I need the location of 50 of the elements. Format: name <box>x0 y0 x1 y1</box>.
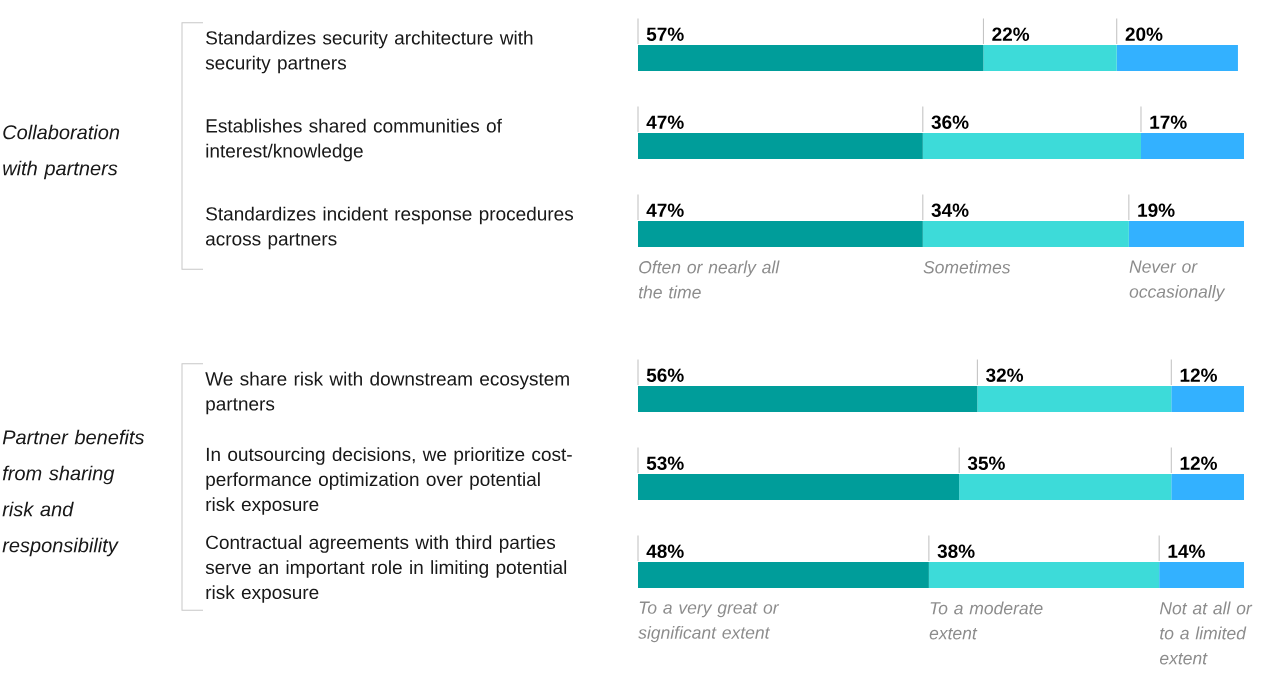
y-tick-label: Standardizes incident response procedures across partners <box>206 206 574 250</box>
data-label: 57% <box>646 27 684 41</box>
data-label: 12% <box>1180 456 1217 470</box>
bar <box>922 133 1141 159</box>
bar <box>977 386 1172 412</box>
y-tick-label: Standardizes security architecture with security partners <box>205 30 533 74</box>
series-label: To a very great or significant extent <box>638 601 780 643</box>
data-label: 56% <box>646 368 684 382</box>
series-label: To a moderate extent <box>929 601 1043 640</box>
bar <box>1171 386 1245 412</box>
series-label: Never or occasionally <box>1129 260 1226 302</box>
y-tick-label: Contractual agreements with third parties serve an important role in limiting potential risk exposure <box>205 535 567 603</box>
bar <box>959 474 1172 500</box>
bar <box>638 562 929 588</box>
series-label: Not at all or to a limited extent <box>1159 601 1253 665</box>
data-label: 34% <box>931 203 969 217</box>
bar <box>1171 474 1245 500</box>
bar <box>1116 45 1238 71</box>
text: Partner benefits from sharing risk and responsibility <box>2 429 145 557</box>
data-label: 47% <box>646 115 684 129</box>
bar <box>928 562 1160 588</box>
bar <box>1159 562 1245 588</box>
bar <box>1140 133 1245 159</box>
data-label: 36% <box>931 115 969 129</box>
y-tick-label: In outsourcing decisions, we prioritize cost-performance optimization over potential risk exposure <box>206 447 572 515</box>
bar <box>638 133 923 159</box>
bar <box>983 45 1117 71</box>
series-label: Often or nearly all the time <box>639 260 780 299</box>
data-label: 12% <box>1180 368 1217 382</box>
data-label: 35% <box>967 456 1005 470</box>
y-tick-label: We share risk with downstream ecosystem partners <box>205 371 569 415</box>
data-label: 20% <box>1125 27 1163 41</box>
y-tick-label: Establishes shared communities of interest/knowledge <box>206 118 502 162</box>
data-label: 22% <box>992 27 1030 41</box>
data-label: 47% <box>646 203 684 217</box>
text: Collaboration with partners <box>3 124 120 180</box>
data-label: 53% <box>646 456 684 470</box>
bar <box>922 221 1129 247</box>
data-label: 19% <box>1138 203 1175 217</box>
bar <box>638 386 978 412</box>
data-label: 32% <box>986 368 1024 382</box>
bar <box>638 474 960 500</box>
data-label: 48% <box>646 544 684 558</box>
bar <box>1128 221 1245 247</box>
data-label: 14% <box>1168 544 1205 558</box>
bar <box>638 221 923 247</box>
data-label: 38% <box>937 544 975 558</box>
data-label: 17% <box>1150 115 1187 129</box>
bar <box>638 45 984 71</box>
series-label: Sometimes <box>923 260 1011 274</box>
